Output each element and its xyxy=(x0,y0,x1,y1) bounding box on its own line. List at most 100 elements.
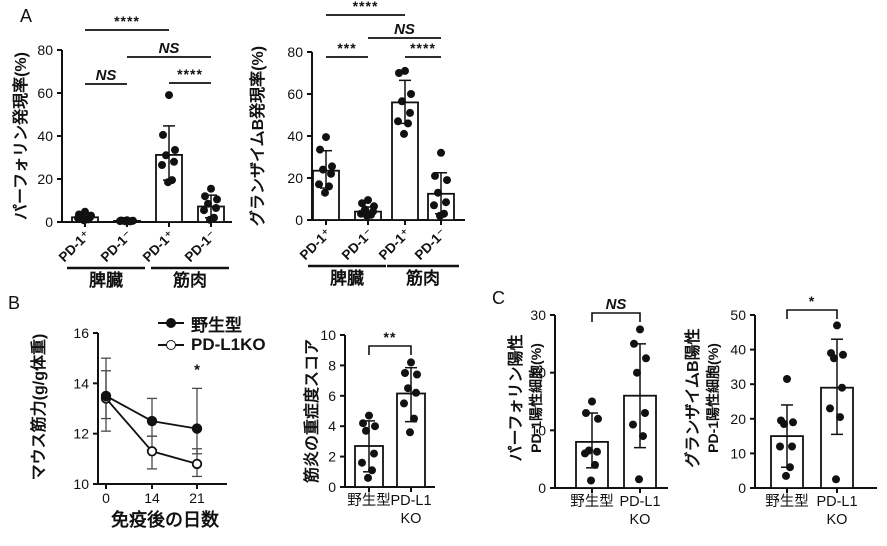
chart-perforin-expression: パーフォリン発現率(%) 0 20 40 60 80 PD-1⁺ PD-1⁻ PD-1⁺ PD-… xyxy=(0,0,245,296)
significance: NS xyxy=(85,67,127,85)
data-point xyxy=(322,133,330,142)
y-tick-label: 20 xyxy=(287,170,303,186)
data-point xyxy=(594,414,602,423)
data-point xyxy=(204,199,212,208)
x-category-label: 野生型 xyxy=(570,493,614,510)
y-tick-label: 60 xyxy=(37,85,53,101)
group-label-text: 筋肉 xyxy=(172,270,207,290)
significance-label: **** xyxy=(114,13,140,29)
x-category-label: 野生型 xyxy=(765,493,809,510)
axes: 10 12 14 16 0 14 21 xyxy=(73,325,227,506)
significance-label: **** xyxy=(353,0,379,14)
data-point xyxy=(437,148,445,157)
y-tick-label: 0 xyxy=(328,479,336,495)
y-tick-label: 40 xyxy=(287,128,303,144)
data-point xyxy=(788,442,796,451)
x-category-label: PD-L1 xyxy=(619,494,660,510)
data-point xyxy=(780,420,788,428)
data-points xyxy=(358,358,421,482)
x-category-label: PD-1⁺ xyxy=(297,226,334,263)
data-point xyxy=(362,426,370,435)
data-point xyxy=(394,117,402,126)
data-point xyxy=(325,182,333,191)
data-point xyxy=(404,384,412,393)
data-point xyxy=(159,130,167,139)
chart-perforin-pd1-cells: パーフォリン陽性 PD-1陽性細胞(%) 0 10 20 30 野生型 PD-L1 KO NS xyxy=(490,295,685,546)
category-labels: 野生型 PD-L1 KO xyxy=(765,493,857,528)
x-category-label: PD-1⁻ xyxy=(98,228,135,265)
data-point xyxy=(593,447,601,456)
legend-marker-pdl1ko xyxy=(158,340,184,350)
panel-a-label: A xyxy=(20,6,33,26)
data-point xyxy=(357,209,365,218)
y-tick-label: 0 xyxy=(45,214,53,230)
data-point xyxy=(165,91,173,100)
data-point xyxy=(212,204,220,212)
data-point xyxy=(201,192,209,201)
y-tick-label: 50 xyxy=(730,307,746,323)
data-point xyxy=(581,449,589,458)
group-label: 脾臓 xyxy=(67,266,145,290)
y-tick-label: 80 xyxy=(287,44,303,60)
y-tick-label: 14 xyxy=(73,375,89,391)
group-label-text: 脾臓 xyxy=(330,268,364,288)
significance-label: * xyxy=(194,361,200,378)
significance: NS xyxy=(591,296,641,322)
y-tick-label: 4 xyxy=(328,418,336,434)
y-tick-label: 10 xyxy=(730,445,746,461)
chart-myositis-severity: 筋炎の重症度スコア 0 2 4 6 8 10 野生型 PD-L1 KO ** xyxy=(295,300,475,546)
x-tick-label: 14 xyxy=(144,490,160,506)
data-points xyxy=(581,325,650,485)
data-points xyxy=(776,321,847,484)
data-point xyxy=(74,214,82,223)
data-point xyxy=(629,420,637,429)
data-point xyxy=(588,397,596,406)
data-point xyxy=(191,423,203,434)
data-point xyxy=(146,415,158,427)
y-tick-label: 30 xyxy=(730,376,746,392)
grip-strength-plot: 10 12 14 16 0 14 21 * xyxy=(73,325,227,506)
data-point xyxy=(641,409,649,417)
category-labels: PD-1⁺PD-1⁻PD-1⁺PD-1⁻ xyxy=(297,226,449,263)
x-category-label: PD-1⁺ xyxy=(376,226,413,263)
data-point xyxy=(80,216,88,225)
chart-granzymeb-expression: グランザイムB発現率(%) 0 20 40 60 80 PD-1⁺ PD-1⁻ PD-1⁺ PD… xyxy=(245,0,485,296)
bars xyxy=(354,392,426,488)
data-point xyxy=(826,404,834,413)
legend-item-wildtype: 野生型 xyxy=(158,312,266,335)
data-point xyxy=(582,409,590,417)
y-tick-label: 60 xyxy=(287,86,303,102)
data-point xyxy=(116,217,124,226)
y-tick-label: 40 xyxy=(730,342,746,358)
y-tick-label: 0 xyxy=(295,212,303,228)
x-category-label: PD-1⁻ xyxy=(412,226,449,263)
y-tick-label: 8 xyxy=(328,357,336,373)
axes: 0 20 40 60 80 xyxy=(287,44,465,228)
x-tick-label: 0 xyxy=(102,490,110,506)
significance: **** xyxy=(405,40,441,58)
data-point xyxy=(164,178,172,187)
data-point xyxy=(782,471,790,480)
data-point xyxy=(213,195,221,204)
legend-item-pdl1ko: PD-L1KO xyxy=(158,334,266,356)
x-category-label: PD-L1 xyxy=(816,494,857,510)
data-point xyxy=(430,201,438,210)
data-point xyxy=(146,446,158,457)
y-tick-label: 10 xyxy=(73,476,89,492)
y-tick-label: 2 xyxy=(328,449,336,465)
data-point xyxy=(434,188,442,197)
data-point xyxy=(436,211,444,220)
data-points xyxy=(315,66,451,220)
chart-mouse-grip-strength: マウス筋力(g/g体重) 10 12 14 16 0 14 21 * 免疫後の日数 野生型 P… xyxy=(20,300,290,546)
data-point xyxy=(162,151,170,160)
data-point xyxy=(371,422,379,431)
data-point xyxy=(833,321,841,330)
y-tick-label: 16 xyxy=(73,325,89,341)
data-point xyxy=(783,375,791,383)
data-point xyxy=(358,199,366,208)
legend-marker-wildtype xyxy=(158,318,184,328)
significance-label: ** xyxy=(384,329,397,345)
data-point xyxy=(786,463,794,472)
